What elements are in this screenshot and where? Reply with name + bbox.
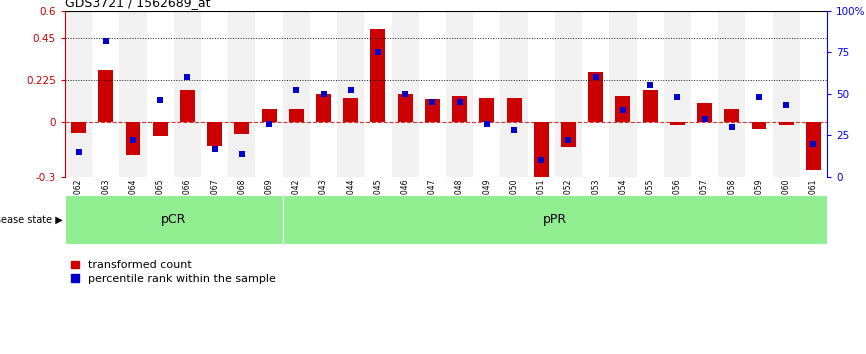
Bar [126,121,140,155]
Bar [255,11,282,177]
Bar [479,97,494,121]
Bar [288,109,304,121]
Bar [282,195,827,244]
Bar [501,11,527,177]
Bar [806,121,821,170]
Bar [180,90,195,121]
Text: disease state ▶: disease state ▶ [0,215,63,224]
Bar [343,97,359,121]
Bar [779,121,793,125]
Bar [152,121,168,136]
Bar [365,11,391,177]
Bar [691,11,718,177]
Bar [588,72,603,121]
Bar [425,99,440,121]
Bar [337,11,365,177]
Bar [643,90,657,121]
Bar [610,11,637,177]
Bar [663,11,691,177]
Bar [452,96,467,121]
Bar [419,11,446,177]
Bar [310,11,337,177]
Bar [561,121,576,147]
Bar [800,11,827,177]
Bar [533,121,549,192]
Bar [669,121,685,125]
Bar [282,11,310,177]
Bar [637,11,663,177]
Bar [207,121,222,145]
Bar [235,121,249,135]
Bar [120,11,146,177]
Bar [229,11,255,177]
Bar [616,96,630,121]
Bar [718,11,746,177]
Bar [371,29,385,121]
Bar [92,11,120,177]
Bar [174,11,201,177]
Bar [752,121,766,129]
Text: pPR: pPR [543,213,567,226]
Legend: transformed count, percentile rank within the sample: transformed count, percentile rank withi… [70,261,276,284]
Bar [527,11,555,177]
Bar [201,11,229,177]
Text: GDS3721 / 1562689_at: GDS3721 / 1562689_at [65,0,210,10]
Bar [98,70,113,121]
Bar [746,11,772,177]
Text: pCR: pCR [161,213,186,226]
Bar [446,11,473,177]
Bar [146,11,174,177]
Bar [697,103,712,121]
Bar [473,11,501,177]
Bar [391,11,419,177]
Bar [65,195,282,244]
Bar [71,121,86,133]
Bar [582,11,610,177]
Bar [65,11,92,177]
Bar [772,11,800,177]
Bar [724,109,740,121]
Bar [397,94,412,121]
Bar [316,94,331,121]
Bar [262,109,276,121]
Bar [555,11,582,177]
Bar [507,97,521,121]
